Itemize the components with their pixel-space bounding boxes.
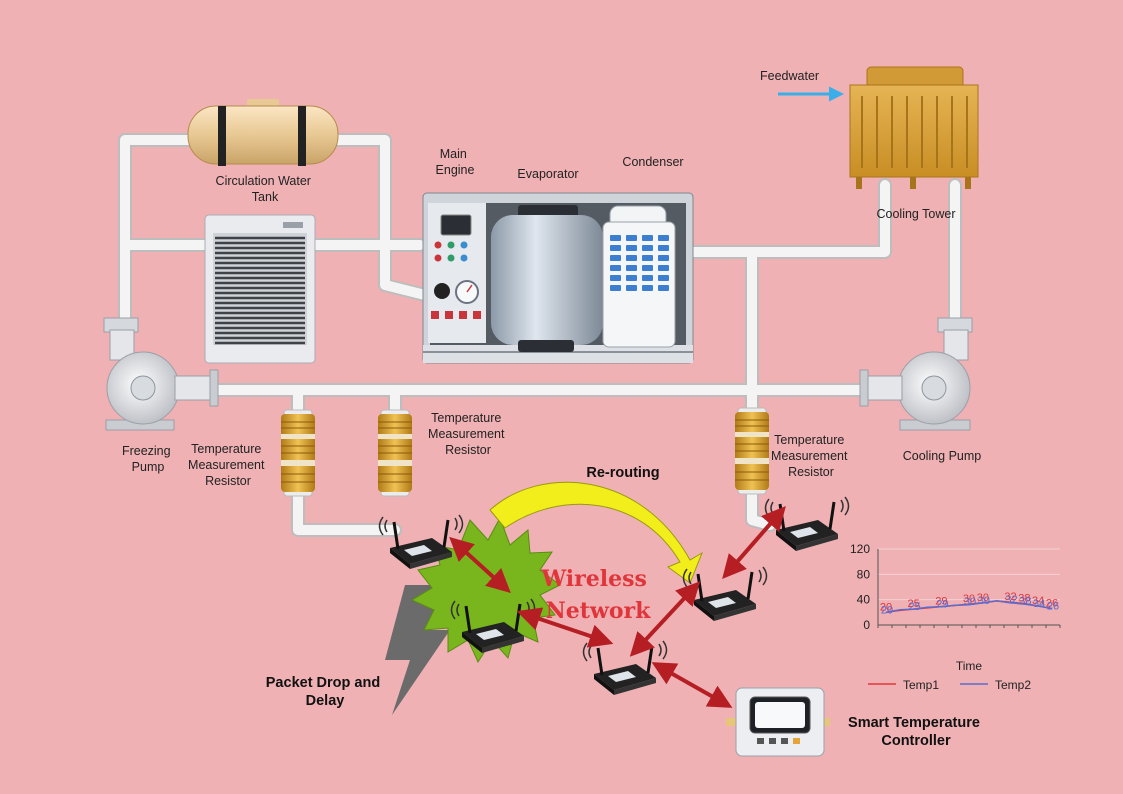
- chart-data-label: 20: [881, 604, 893, 616]
- main-machine: [422, 192, 694, 364]
- chart-data-label: 20: [880, 601, 892, 613]
- chart-x-axis-label: Time: [956, 659, 983, 673]
- smart-controller-label: Smart Temperature Controller: [848, 715, 984, 749]
- wireless-links: [449, 505, 786, 708]
- chart-data-label: 32: [1005, 594, 1017, 606]
- chart-data-label: 30: [978, 595, 990, 607]
- lightning-icon: [385, 585, 450, 715]
- freezing-pump-label: Freezing Pump: [122, 444, 174, 474]
- evaporator-label: Evaporator: [517, 167, 578, 181]
- circulation-tank-label: Circulation Water Tank: [216, 174, 315, 204]
- resistor-1: [280, 409, 316, 497]
- chart-data-label: 30: [963, 593, 975, 605]
- cooling-tower-label: Cooling Tower: [877, 207, 956, 221]
- chart-y-tick: 120: [850, 542, 870, 556]
- chart-series-2: [885, 600, 1053, 614]
- radiator-unit: [204, 214, 316, 364]
- router-icon: [582, 639, 668, 697]
- chart-data-label: 29: [936, 599, 948, 611]
- resistor-2: [377, 409, 413, 497]
- router-icon: [764, 495, 850, 553]
- packet-drop-label: Packet Drop and Delay: [266, 675, 384, 709]
- resistor-1-label: Temperature Measurement Resistor: [188, 442, 268, 488]
- smart-temperature-controller: [726, 687, 830, 757]
- freezing-pump: [103, 317, 219, 431]
- chart-data-label: 25: [909, 601, 921, 613]
- cooling-pump: [859, 317, 973, 431]
- chart-data-label: 32: [1004, 591, 1016, 603]
- resistor-2-label: Temperature Measurement Resistor: [428, 411, 508, 457]
- chart-data-label: 34: [1033, 598, 1045, 610]
- wireless-network-label: Wireless Network: [540, 566, 654, 624]
- chart-data-label: 29: [935, 596, 947, 608]
- chart-data-label: 30: [977, 592, 989, 604]
- legend-label: Temp2: [995, 678, 1031, 692]
- resistor-3: [734, 407, 770, 495]
- chart-y-tick: 80: [857, 567, 871, 581]
- rerouting-label: Re-routing: [586, 465, 659, 481]
- chart-data-label: 38: [1019, 595, 1031, 607]
- main-engine-label: Main Engine: [436, 147, 475, 177]
- condenser-label: Condenser: [622, 155, 683, 169]
- router-icon: [682, 565, 768, 623]
- circulation-water-tank: [187, 99, 339, 166]
- feedwater-label: Feedwater: [760, 69, 819, 83]
- chart-data-label: 26: [1046, 598, 1058, 610]
- chart-data-label: 38: [1018, 592, 1030, 604]
- resistor-3-label: Temperature Measurement Resistor: [771, 433, 851, 479]
- chart-y-tick: 40: [857, 593, 871, 607]
- chart-data-label: 26: [1047, 601, 1059, 613]
- chart-y-tick: 0: [863, 618, 870, 632]
- cooling-tower: [849, 66, 979, 189]
- chart-data-label: 25: [908, 598, 920, 610]
- labels: Feedwater Circulation Water Tank Main En…: [122, 69, 984, 749]
- legend-label: Temp1: [903, 678, 939, 692]
- cooling-pump-label: Cooling Pump: [903, 449, 982, 463]
- chart-data-label: 30: [964, 596, 976, 608]
- chart-data-label: 34: [1032, 595, 1044, 607]
